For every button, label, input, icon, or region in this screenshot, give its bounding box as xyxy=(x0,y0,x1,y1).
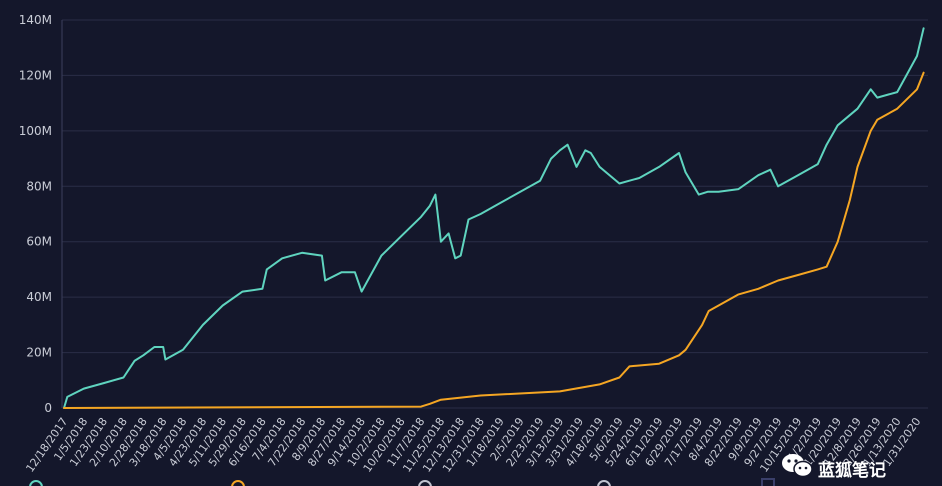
wechat-icon xyxy=(782,454,813,478)
y-tick-label: 140M xyxy=(19,13,52,27)
y-tick-label: 80M xyxy=(26,179,52,193)
legend-marker-4[interactable] xyxy=(597,480,611,486)
y-tick-label: 20M xyxy=(26,346,52,360)
legend-marker-5[interactable] xyxy=(761,478,775,486)
legend-marker-1[interactable] xyxy=(29,480,43,486)
y-tick-label: 120M xyxy=(19,68,52,82)
legend-marker-3[interactable] xyxy=(418,480,432,486)
y-tick-label: 40M xyxy=(26,290,52,304)
series-group xyxy=(63,27,925,409)
y-tick-label: 0 xyxy=(44,401,52,415)
legend[interactable] xyxy=(29,478,775,486)
series-2 xyxy=(63,71,925,409)
series-line-1 xyxy=(63,27,925,409)
watermark-text: 蓝狐笔记 xyxy=(818,460,886,481)
legend-marker-2[interactable] xyxy=(231,480,245,486)
series-1 xyxy=(63,27,925,409)
series-line-2 xyxy=(63,71,925,409)
y-axis: 0 20M 40M 60M 80M 100M 120M 140M xyxy=(19,13,63,415)
grid xyxy=(62,19,928,409)
watermark: 蓝狐笔记 xyxy=(782,454,886,481)
y-tick-label: 100M xyxy=(19,124,52,138)
y-tick-label: 60M xyxy=(26,235,52,249)
